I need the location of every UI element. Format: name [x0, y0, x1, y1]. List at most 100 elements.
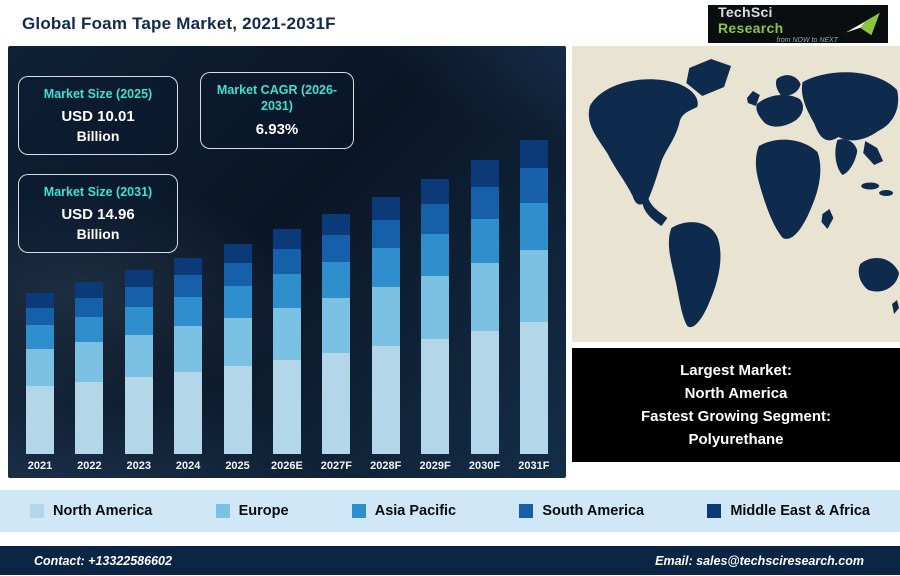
bar-segment-middle-east-africa: [272, 229, 301, 250]
legend-swatch: [519, 504, 534, 518]
bar-segment-middle-east-africa: [421, 179, 450, 205]
stat-label: Market CAGR (2026-2031): [216, 83, 338, 114]
bar-segment-middle-east-africa: [223, 243, 252, 263]
bar-segment-asia-pacific: [519, 202, 548, 250]
bar-segment-middle-east-africa: [75, 282, 104, 298]
bar-segment-europe: [322, 298, 351, 354]
highlight-line-1: Largest Market:: [680, 361, 792, 379]
bar-column: 2021: [22, 293, 58, 472]
stat-value: USD 14.96: [61, 206, 135, 224]
techsci-logo: TechSci Research from NOW to NEXT: [708, 4, 888, 44]
legend-item-asia-pacific: Asia Pacific: [351, 503, 457, 519]
bar-stack: [421, 179, 450, 454]
legend-item-europe: Europe: [215, 503, 289, 519]
bar-segment-south-america: [371, 219, 400, 249]
legend-label: Europe: [238, 503, 289, 519]
bar-column: 2030F: [467, 160, 503, 472]
bar-segment-middle-east-africa: [470, 160, 499, 187]
x-axis-label: 2027F: [320, 460, 352, 472]
bar-segment-asia-pacific: [26, 325, 54, 350]
bar-segment-europe: [470, 262, 499, 331]
stat-label: Market Size (2031): [43, 185, 153, 199]
bar-segment-south-america: [470, 186, 499, 219]
stat-value: 6.93%: [255, 120, 299, 138]
bar-segment-south-america: [421, 204, 450, 235]
stat-label: Market Size (2025): [43, 87, 153, 101]
bar-segment-south-america: [174, 275, 203, 298]
logo-name: TechSci Research: [718, 4, 838, 36]
bar-stack: [26, 293, 54, 454]
bar-segment-south-america: [519, 168, 548, 203]
bar-segment-south-america: [26, 307, 54, 326]
bar-segment-europe: [75, 342, 104, 382]
legend-swatch: [707, 504, 722, 518]
bar-stack: [174, 257, 203, 454]
bar-column: 2025: [220, 243, 256, 472]
page-title: Global Foam Tape Market, 2021-2031F: [22, 14, 336, 33]
bar-segment-europe: [26, 349, 54, 387]
bar-segment-south-america: [272, 249, 301, 275]
highlight-line-2: North America: [684, 384, 788, 402]
bar-segment-north-america: [421, 338, 450, 454]
logo-name-part1: TechSci: [718, 4, 773, 20]
footer-email: Email: sales@techsciresearch.com: [655, 553, 864, 568]
bar-segment-asia-pacific: [322, 261, 351, 299]
stat-box-market-size-2031: Market Size (2031) USD 14.96 Billion: [18, 174, 178, 253]
bar-segment-asia-pacific: [75, 316, 104, 343]
market-highlight-box: Largest Market: North America Fastest Gr…: [572, 348, 900, 462]
bar-segment-south-america: [223, 262, 252, 287]
stat-unit: Billion: [76, 225, 120, 242]
bar-stack: [272, 229, 301, 454]
header: Global Foam Tape Market, 2021-2031F Tech…: [0, 0, 900, 46]
bar-segment-asia-pacific: [124, 307, 153, 335]
bar-segment-middle-east-africa: [26, 293, 54, 308]
bar-segment-north-america: [322, 353, 351, 454]
bar-segment-north-america: [223, 365, 252, 454]
bar-stack: [519, 139, 548, 454]
x-axis-label: 2022: [77, 460, 102, 472]
bar-segment-middle-east-africa: [371, 197, 400, 220]
chart-panel: Market Size (2025) USD 10.01 Billion Mar…: [8, 46, 566, 478]
world-map: [572, 46, 900, 342]
bar-segment-middle-east-africa: [322, 213, 351, 236]
legend-swatch: [351, 504, 366, 518]
stat-box-market-cagr: Market CAGR (2026-2031) 6.93%: [200, 72, 354, 149]
legend-label: North America: [53, 503, 153, 519]
x-axis-label: 2024: [175, 460, 201, 472]
x-axis-label: 2023: [126, 460, 152, 472]
bar-segment-north-america: [75, 381, 104, 454]
bar-segment-north-america: [519, 322, 548, 454]
bar-segment-asia-pacific: [371, 248, 400, 287]
bar-segment-europe: [421, 275, 450, 339]
bar-segment-europe: [223, 317, 252, 366]
bar-segment-north-america: [470, 330, 499, 454]
bar-column: 2023: [121, 270, 157, 472]
bar-segment-middle-east-africa: [174, 257, 203, 276]
legend-item-north-america: North America: [30, 503, 152, 519]
bar-segment-asia-pacific: [421, 234, 450, 276]
bar-stack: [223, 243, 252, 454]
bar-segment-north-america: [272, 359, 301, 454]
x-axis-label: 2026E: [271, 460, 303, 472]
highlight-line-4: Polyurethane: [688, 431, 784, 449]
stat-unit: Billion: [76, 127, 120, 144]
bar-segment-middle-east-africa: [519, 139, 548, 169]
highlight-line-3: Fastest Growing Segment:: [640, 408, 832, 425]
bar-segment-south-america: [75, 297, 104, 317]
stat-box-market-size-2025: Market Size (2025) USD 10.01 Billion: [18, 76, 178, 155]
bar-stack: [322, 213, 351, 454]
bar-segment-asia-pacific: [174, 297, 203, 327]
bar-column: 2031F: [516, 139, 552, 472]
bar-segment-south-america: [124, 286, 153, 308]
bar-column: 2024: [170, 257, 206, 472]
right-column: Largest Market: North America Fastest Gr…: [572, 46, 900, 478]
bar-segment-north-america: [174, 371, 203, 454]
bar-stack: [124, 270, 153, 454]
legend-swatch: [30, 504, 44, 518]
bar-stack: [75, 282, 104, 454]
bar-segment-europe: [124, 334, 153, 377]
bar-segment-europe: [371, 286, 400, 347]
legend-item-south-america: South America: [519, 503, 644, 519]
x-axis-label: 2031F: [518, 460, 550, 472]
legend-label: Asia Pacific: [374, 503, 457, 519]
